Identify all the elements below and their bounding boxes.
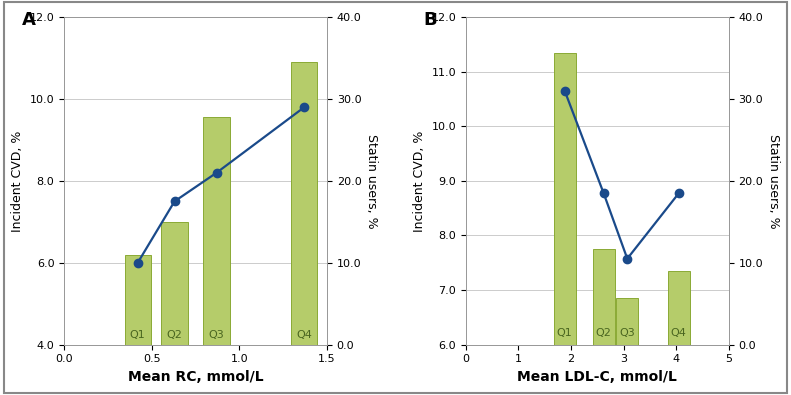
Text: B: B (424, 11, 437, 29)
Y-axis label: Statin users, %: Statin users, % (767, 134, 780, 228)
Text: Q4: Q4 (297, 330, 312, 340)
Bar (161, 222, 187, 344)
X-axis label: Mean LDL-C, mmol/L: Mean LDL-C, mmol/L (517, 370, 677, 384)
Bar (616, 298, 638, 344)
X-axis label: Mean RC, mmol/L: Mean RC, mmol/L (128, 370, 263, 384)
Bar (554, 53, 576, 344)
Text: Q3: Q3 (209, 330, 225, 340)
Y-axis label: Statin users, %: Statin users, % (365, 134, 378, 228)
Text: Q3: Q3 (619, 328, 635, 338)
Text: Q4: Q4 (671, 328, 687, 338)
Text: Q2: Q2 (596, 328, 611, 338)
Bar (668, 271, 690, 344)
Y-axis label: Incident CVD, %: Incident CVD, % (413, 130, 426, 231)
Bar (291, 62, 317, 344)
Bar (203, 117, 229, 344)
Bar (592, 249, 615, 344)
Text: A: A (22, 11, 36, 29)
Bar (125, 254, 151, 344)
Text: Q1: Q1 (557, 328, 573, 338)
Y-axis label: Incident CVD, %: Incident CVD, % (11, 130, 24, 231)
Text: Q2: Q2 (167, 330, 183, 340)
Text: Q1: Q1 (130, 330, 146, 340)
